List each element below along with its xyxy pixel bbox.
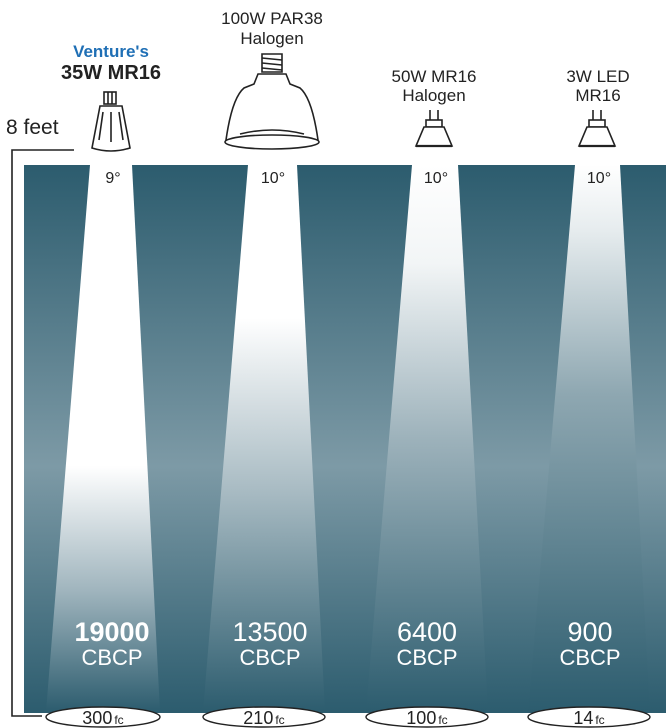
lamp-3-name: 50W MR16 [391, 67, 476, 86]
fc-value-4: 14 [573, 708, 593, 728]
lamp-4-name: 3W LED [566, 67, 629, 86]
beam-50w-mr16 [366, 165, 488, 712]
cbcp-value-2: 13500 [232, 617, 307, 647]
cbcp-unit-4: CBCP [559, 645, 620, 670]
cbcp-value-4: 900 [567, 617, 612, 647]
beam-3w-led-mr16 [528, 165, 650, 712]
lamp-2-name-line2: Halogen [240, 29, 303, 48]
fc-value-2: 210 [243, 708, 273, 728]
fc-unit-4: fc [595, 713, 604, 727]
beam-angle-1: 9° [105, 170, 120, 187]
fc-oval-3: 100 fc [365, 706, 489, 728]
mr16-halogen-lamp-icon [414, 110, 454, 148]
cbcp-value-3: 6400 [397, 617, 457, 647]
lamp-2-name: 100W PAR38 [221, 9, 323, 28]
fc-value-1: 300 [82, 708, 112, 728]
distance-label: 8 feet [6, 116, 59, 139]
beam-angle-4: 10° [587, 170, 611, 187]
lamp-4-name-line2: MR16 [575, 86, 620, 105]
fc-unit-3: fc [438, 713, 447, 727]
cbcp-unit-2: CBCP [239, 645, 300, 670]
beam-angle-3: 10° [424, 170, 448, 187]
par38-halogen-bulb-icon [224, 53, 320, 150]
beam-angle-2: 10° [261, 170, 285, 187]
fc-oval-4: 14 fc [527, 706, 651, 728]
fc-unit-2: fc [275, 713, 284, 727]
lamp-1-name: 35W MR16 [61, 62, 161, 84]
fc-oval-1: 300 fc [45, 706, 161, 728]
distance-bracket [11, 149, 74, 717]
cbcp-value-1: 19000 [74, 617, 149, 647]
beam-venture-35w-mr16 [46, 165, 160, 712]
beam-100w-par38 [203, 165, 325, 712]
cbcp-unit-1: CBCP [81, 645, 142, 670]
venture-mr16-lamp-icon [91, 91, 131, 152]
lamp-3-name-line2: Halogen [402, 86, 465, 105]
lamp-1-brand: Venture's [73, 42, 149, 61]
cbcp-unit-3: CBCP [396, 645, 457, 670]
led-mr16-lamp-icon [577, 110, 617, 148]
fc-value-3: 100 [406, 708, 436, 728]
fc-unit-1: fc [114, 713, 123, 727]
fc-oval-2: 210 fc [202, 706, 326, 728]
